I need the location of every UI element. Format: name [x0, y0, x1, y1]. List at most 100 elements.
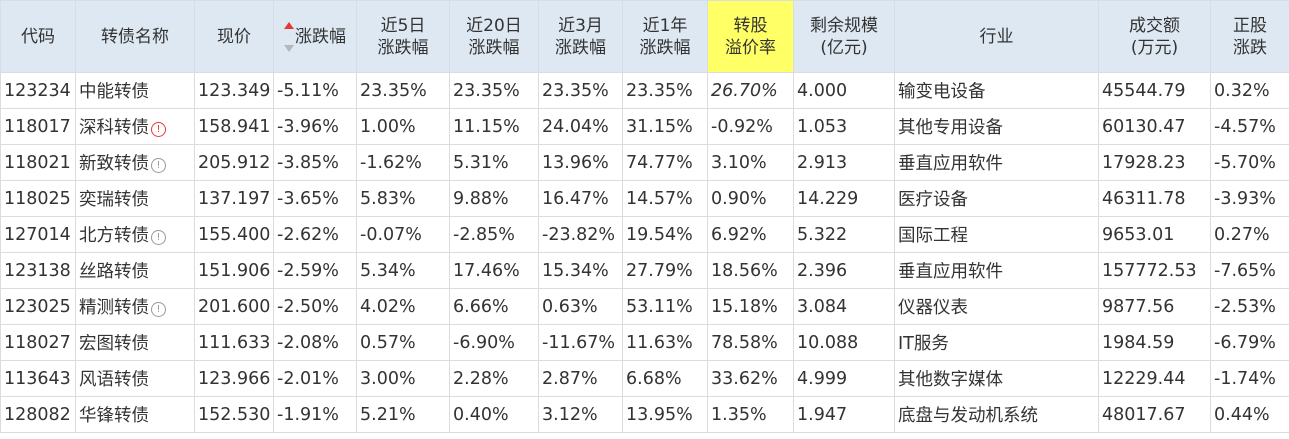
bond-name-label[interactable]: 华锋转债 [79, 406, 149, 426]
red-info-icon[interactable]: ! [151, 122, 166, 137]
cell-industry: 底盘与发动机系统 [894, 396, 1099, 433]
bond-name-label[interactable]: 北方转债 [79, 226, 149, 246]
cell-code[interactable]: 118027 [0, 324, 76, 361]
cell-y1: 19.54% [622, 216, 708, 253]
cell-name[interactable]: 奕瑞转债 [75, 180, 195, 217]
cell-premium: -0.92% [707, 108, 794, 145]
sort-indicator-icon[interactable] [284, 21, 294, 53]
table-row[interactable]: 123234 中能转债 123.349 -5.11% 23.35% 23.35% 23.35… [0, 72, 1289, 109]
cell-y1: 13.95% [622, 396, 708, 433]
column-header-premium[interactable]: 转股 溢价率 [707, 0, 794, 73]
cell-code[interactable]: 118021 [0, 144, 76, 181]
cell-industry: 仪器仪表 [894, 288, 1099, 325]
info-icon[interactable]: ! [151, 230, 166, 245]
column-header-label: 现价 [217, 26, 251, 47]
cell-industry: 其他专用设备 [894, 108, 1099, 145]
column-header-d5[interactable]: 近5日 涨跌幅 [356, 0, 450, 73]
cell-d20: -2.85% [449, 216, 539, 253]
column-header-sublabel: 涨跌幅 [555, 37, 606, 58]
cell-code[interactable]: 123138 [0, 252, 76, 289]
bond-name-label[interactable]: 奕瑞转债 [79, 190, 149, 210]
column-header-sublabel: (万元) [1130, 37, 1179, 58]
cell-turnover: 12229.44 [1098, 360, 1211, 397]
bond-name-label[interactable]: 丝路转债 [79, 262, 149, 282]
cell-d20: -6.90% [449, 324, 539, 361]
column-header-d20[interactable]: 近20日 涨跌幅 [449, 0, 539, 73]
cell-stock_change: -6.79% [1210, 324, 1289, 361]
bond-name-label[interactable]: 精测转债 [79, 298, 149, 318]
column-header-label: 涨跌幅 [295, 26, 346, 47]
column-header-label: 代码 [21, 26, 55, 47]
bond-name-label[interactable]: 新致转债 [79, 154, 149, 174]
column-header-turnover[interactable]: 成交额 (万元) [1098, 0, 1211, 73]
cell-price: 201.600 [194, 288, 274, 325]
cell-change: -5.11% [273, 72, 357, 109]
cell-y1: 14.57% [622, 180, 708, 217]
cell-name[interactable]: 新致转债! [75, 144, 195, 181]
cell-name[interactable]: 风语转债 [75, 360, 195, 397]
cell-name[interactable]: 中能转债 [75, 72, 195, 109]
table-row[interactable]: 118027 宏图转债 111.633 -2.08% 0.57% -6.90% -11.67… [0, 324, 1289, 361]
cell-premium: 3.10% [707, 144, 794, 181]
column-header-stock_change[interactable]: 正股 涨跌 [1210, 0, 1289, 73]
cell-code[interactable]: 113643 [0, 360, 76, 397]
table-row[interactable]: 118025 奕瑞转债 137.197 -3.65% 5.83% 9.88% 16.47% 1… [0, 180, 1289, 217]
cell-name[interactable]: 精测转债! [75, 288, 195, 325]
cell-code[interactable]: 118025 [0, 180, 76, 217]
table-row[interactable]: 127014 北方转债! 155.400 -2.62% -0.07% -2.85% -23.… [0, 216, 1289, 253]
column-header-label: 剩余规模 [810, 15, 878, 36]
table-row[interactable]: 128082 华锋转债 152.530 -1.91% 5.21% 0.40% 3.12% 13… [0, 396, 1289, 433]
cell-stock_change: 0.27% [1210, 216, 1289, 253]
table-row[interactable]: 118017 深科转债! 158.941 -3.96% 1.00% 11.15% 24.04… [0, 108, 1289, 145]
cell-premium: 18.56% [707, 252, 794, 289]
cell-d5: 23.35% [356, 72, 450, 109]
table-row[interactable]: 123138 丝路转债 151.906 -2.59% 5.34% 17.46% 15.34%… [0, 252, 1289, 289]
cell-m3: 23.35% [538, 72, 623, 109]
table-row[interactable]: 123025 精测转债! 201.600 -2.50% 4.02% 6.66% 0.63% 5… [0, 288, 1289, 325]
cell-premium: 26.70% [707, 72, 794, 109]
cell-name[interactable]: 丝路转债 [75, 252, 195, 289]
column-header-price[interactable]: 现价 [194, 0, 274, 73]
column-header-change[interactable]: 涨跌幅 [273, 0, 357, 73]
cell-name[interactable]: 深科转债! [75, 108, 195, 145]
cell-m3: -23.82% [538, 216, 623, 253]
cell-d20: 6.66% [449, 288, 539, 325]
cell-size: 4.000 [793, 72, 895, 109]
column-header-sublabel: 溢价率 [725, 37, 776, 58]
cell-name[interactable]: 北方转债! [75, 216, 195, 253]
column-header-code[interactable]: 代码 [0, 0, 76, 73]
cell-price: 151.906 [194, 252, 274, 289]
cell-code[interactable]: 128082 [0, 396, 76, 433]
bond-name-label[interactable]: 中能转债 [79, 82, 149, 102]
cell-stock_change: 0.32% [1210, 72, 1289, 109]
info-icon[interactable]: ! [151, 302, 166, 317]
column-header-y1[interactable]: 近1年 涨跌幅 [622, 0, 708, 73]
cell-code[interactable]: 127014 [0, 216, 76, 253]
cell-size: 2.396 [793, 252, 895, 289]
cell-y1: 11.63% [622, 324, 708, 361]
table-row[interactable]: 118021 新致转债! 205.912 -3.85% -1.62% 5.31% 13.96… [0, 144, 1289, 181]
cell-turnover: 46311.78 [1098, 180, 1211, 217]
column-header-name[interactable]: 转债名称 [75, 0, 195, 73]
cell-size: 4.999 [793, 360, 895, 397]
info-icon[interactable]: ! [151, 158, 166, 173]
cell-d5: 5.83% [356, 180, 450, 217]
column-header-sublabel: 涨跌幅 [377, 37, 429, 58]
column-header-m3[interactable]: 近3月 涨跌幅 [538, 0, 623, 73]
bond-name-label[interactable]: 深科转债 [79, 118, 149, 138]
cell-price: 111.633 [194, 324, 274, 361]
cell-name[interactable]: 宏图转债 [75, 324, 195, 361]
table-row[interactable]: 113643 风语转债 123.966 -2.01% 3.00% 2.28% 2.87% 6.… [0, 360, 1289, 397]
cell-d20: 23.35% [449, 72, 539, 109]
column-header-label: 近5日 [380, 15, 426, 36]
column-header-industry[interactable]: 行业 [894, 0, 1099, 73]
cell-code[interactable]: 118017 [0, 108, 76, 145]
column-header-size[interactable]: 剩余规模 (亿元) [793, 0, 895, 73]
cell-name[interactable]: 华锋转债 [75, 396, 195, 433]
cell-code[interactable]: 123025 [0, 288, 76, 325]
bond-name-label[interactable]: 宏图转债 [79, 334, 149, 354]
cell-stock_change: -7.65% [1210, 252, 1289, 289]
cell-code[interactable]: 123234 [0, 72, 76, 109]
bond-name-label[interactable]: 风语转债 [79, 370, 149, 390]
cell-size: 5.322 [793, 216, 895, 253]
